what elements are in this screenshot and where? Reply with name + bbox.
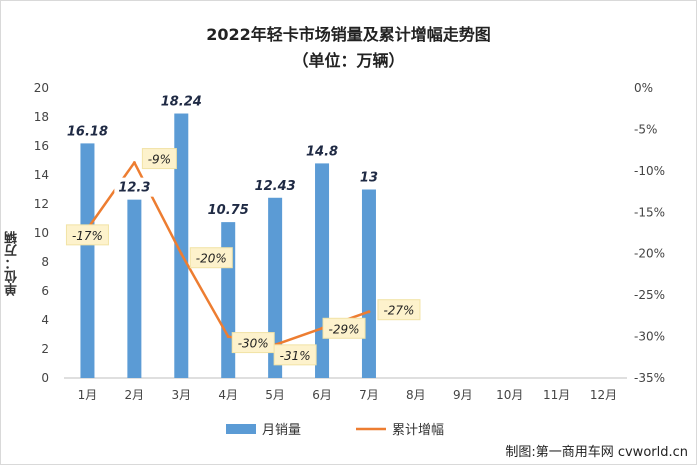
right-tick-label: -30% [634, 330, 665, 344]
line-value-label: -29% [329, 322, 360, 336]
chart-subtitle: （单位：万辆） [292, 51, 405, 70]
line-label-bg [377, 299, 421, 321]
chart-title: 2022年轻卡市场销量及累计增幅走势图 [206, 25, 491, 44]
bar-label-bg [356, 167, 381, 187]
x-tick-label: 5月 [265, 388, 285, 402]
x-tick-label: 1月 [78, 388, 98, 402]
line-label-bg [189, 247, 233, 269]
right-tick-label: 0% [634, 81, 653, 95]
line-label-bg [141, 148, 177, 170]
line-label-bg [231, 332, 275, 354]
right-tick-label: -35% [634, 371, 665, 385]
bar-value-label: 14.8 [306, 144, 338, 159]
x-tick-label: 3月 [171, 388, 191, 402]
bar-value-label: 16.18 [67, 124, 108, 139]
x-tick-label: 7月 [359, 388, 379, 402]
left-tick-label: 8 [41, 255, 49, 269]
axes: 0 2 4 6 8 10 12 14 16 18 20 -35% -30% -25% -20% -15% -10… [34, 81, 665, 402]
left-tick-label: 14 [34, 168, 49, 182]
line-value-label: -9% [148, 153, 171, 167]
bar-value-label: 18.24 [161, 95, 202, 110]
right-tick-label: -20% [634, 247, 665, 261]
x-tick-label: 12月 [590, 388, 617, 402]
legend-line-label: 累计增幅 [392, 423, 444, 438]
x-tick-label: 4月 [218, 388, 238, 402]
legend: 月销量 累计增幅 [226, 423, 444, 438]
bar-value-label: 13 [360, 171, 378, 186]
line-value-label: -20% [196, 252, 227, 266]
x-tick-label: 8月 [406, 388, 426, 402]
line-value-label: -31% [280, 349, 311, 363]
bar-label-bg [204, 200, 253, 220]
line-label-bg [322, 317, 366, 339]
line-value-label: -30% [238, 337, 269, 351]
line-point [226, 335, 230, 339]
line-value-label: -27% [383, 304, 414, 318]
left-tick-label: 2 [41, 342, 49, 356]
right-tick-label: -5% [634, 122, 657, 136]
line-point [179, 252, 183, 256]
bar-value-label: 12.3 [118, 181, 150, 196]
bar-label-bg [63, 121, 112, 141]
bar-label-bg [302, 141, 343, 161]
line-point [367, 310, 371, 314]
bar-value-label: 10.75 [208, 203, 249, 218]
bar [127, 199, 142, 378]
bar [80, 143, 95, 378]
credit-text: 制图:第一商用车网 cvworld.cn [505, 445, 688, 460]
bar-label-bg [114, 177, 155, 197]
bar-label-bg [251, 175, 300, 195]
line-point [132, 161, 136, 165]
line-value-label: -17% [72, 229, 103, 243]
left-tick-label: 10 [34, 226, 49, 240]
left-tick-label: 16 [34, 139, 49, 153]
right-tick-label: -10% [634, 164, 665, 178]
x-tick-label: 9月 [453, 388, 473, 402]
x-tick-label: 10月 [496, 388, 523, 402]
line-label-bg [65, 224, 109, 246]
x-tick-label: 11月 [543, 388, 570, 402]
right-tick-label: -25% [634, 288, 665, 302]
left-tick-label: 4 [41, 313, 49, 327]
x-tick-label: 2月 [125, 388, 145, 402]
bar [361, 189, 376, 378]
left-tick-label: 18 [34, 110, 49, 124]
bar-value-label: 12.43 [255, 179, 296, 194]
bar [221, 222, 236, 378]
data-labels: 16.18 12.3 18.24 10.75 12.43 14.8 13 -17% -9% -20… [63, 91, 421, 366]
line-label-bg [273, 344, 317, 366]
bar [315, 163, 330, 378]
bar [174, 113, 189, 379]
legend-bar-swatch [226, 424, 256, 434]
right-tick-label: -15% [634, 205, 665, 219]
x-tick-label: 6月 [312, 388, 332, 402]
legend-bar-label: 月销量 [262, 423, 301, 438]
left-tick-label: 12 [34, 197, 49, 211]
bar-label-bg [157, 91, 206, 111]
left-tick-label: 20 [34, 81, 49, 95]
left-tick-label: 0 [41, 371, 49, 385]
left-tick-label: 6 [41, 284, 49, 298]
